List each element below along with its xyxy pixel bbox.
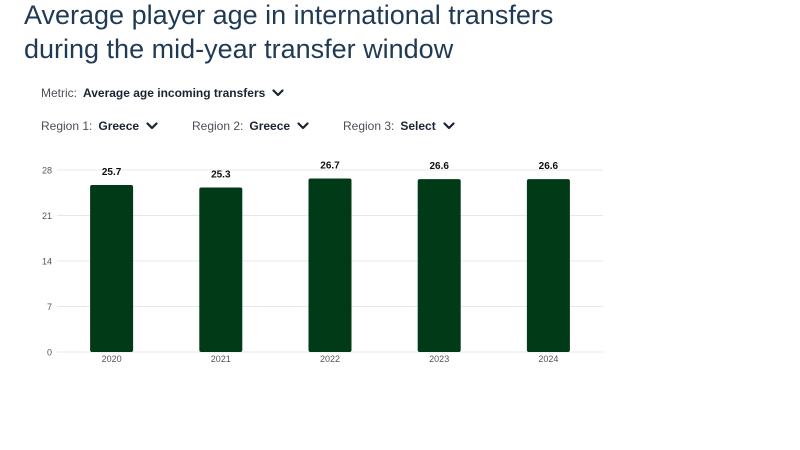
chevron-down-icon — [146, 122, 158, 130]
data-label: 26.6 — [429, 161, 449, 172]
data-labels: 25.7 25.3 26.7 26.6 26.6 — [102, 160, 559, 180]
region1-label: Region 1: — [41, 119, 93, 133]
metric-label: Metric: — [41, 86, 77, 100]
page-title-line1: Average player age in international tran… — [24, 0, 554, 30]
data-label: 25.3 — [211, 170, 231, 181]
chevron-down-icon — [443, 122, 455, 130]
bar-2020[interactable] — [90, 184, 134, 352]
chevron-down-icon — [272, 89, 284, 97]
region2-select[interactable]: Region 2: Greece — [192, 119, 309, 133]
chevron-down-icon — [297, 122, 309, 130]
region2-label: Region 2: — [192, 119, 244, 133]
x-tick-label: 2020 — [102, 354, 122, 364]
x-tick-label: 2023 — [429, 354, 449, 364]
y-tick-label: 14 — [42, 257, 52, 267]
bar-2021[interactable] — [199, 187, 243, 352]
y-tick-label: 7 — [47, 302, 52, 312]
y-axis-ticks: 0 7 14 21 28 — [42, 166, 52, 358]
x-axis-ticks: 2020 2021 2022 2023 2024 — [102, 354, 559, 364]
page-title: Average player age in international tran… — [24, 0, 624, 66]
bar-2023[interactable] — [417, 179, 461, 352]
y-tick-label: 0 — [47, 348, 52, 358]
bar-2022[interactable] — [308, 178, 352, 352]
bars — [90, 178, 570, 352]
region3-label: Region 3: — [343, 119, 395, 133]
region2-value: Greece — [249, 119, 291, 133]
region1-select[interactable]: Region 1: Greece — [41, 119, 158, 133]
x-tick-label: 2022 — [320, 354, 340, 364]
region3-value: Select — [400, 119, 436, 133]
region1-value: Greece — [98, 119, 140, 133]
x-tick-label: 2024 — [538, 354, 558, 364]
metric-value: Average age incoming transfers — [83, 86, 266, 100]
y-tick-label: 28 — [42, 166, 52, 176]
x-tick-label: 2021 — [211, 354, 231, 364]
data-label: 25.7 — [102, 167, 122, 178]
metric-select[interactable]: Metric: Average age incoming transfers — [41, 86, 284, 100]
region3-select[interactable]: Region 3: Select — [343, 119, 455, 133]
y-tick-label: 21 — [42, 211, 52, 221]
data-label: 26.7 — [320, 160, 340, 171]
page-title-line2: during the mid-year transfer window — [24, 34, 454, 64]
bar-2024[interactable] — [526, 179, 570, 352]
data-label: 26.6 — [539, 161, 559, 172]
